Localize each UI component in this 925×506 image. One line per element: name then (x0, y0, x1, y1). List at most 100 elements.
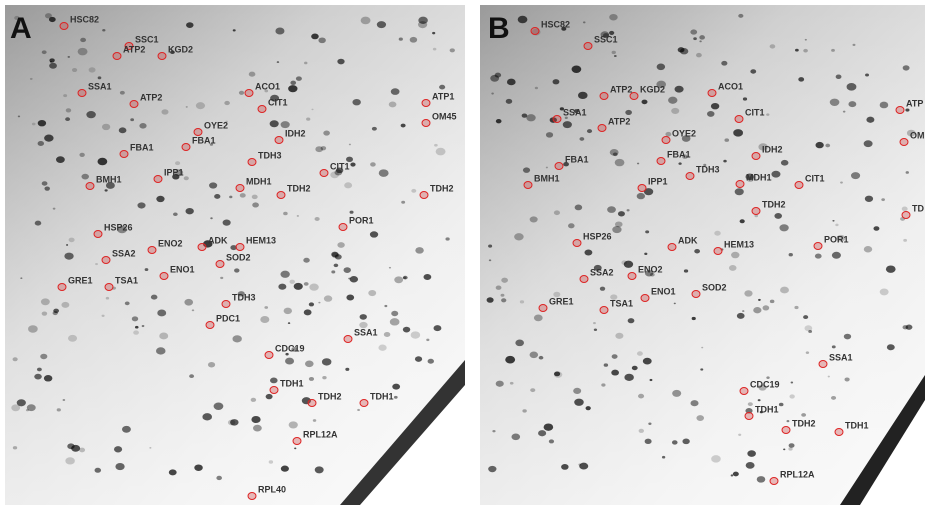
protein-label: ENO2 (158, 238, 183, 248)
spot (714, 231, 720, 236)
spot (68, 335, 77, 342)
spot (848, 101, 856, 107)
spot (64, 253, 73, 260)
spot (523, 167, 530, 173)
spot (733, 472, 739, 477)
spot (496, 286, 502, 290)
spot (490, 75, 499, 82)
spot (44, 135, 53, 142)
spot (642, 100, 648, 105)
spot (520, 300, 524, 303)
spot-marker (160, 273, 168, 280)
spot (321, 146, 326, 150)
spot-marker (902, 212, 910, 219)
spot (360, 314, 367, 320)
spot (389, 101, 397, 107)
spot-marker (78, 90, 86, 97)
spot (770, 44, 776, 48)
spot (791, 382, 794, 384)
spot (149, 447, 151, 449)
spot (535, 87, 538, 90)
spot (766, 113, 769, 116)
spot-marker (600, 307, 608, 314)
spot (288, 322, 290, 324)
spot (323, 130, 330, 135)
spot (614, 55, 617, 57)
spot (305, 360, 314, 367)
spot (35, 221, 42, 226)
protein-label: HSC82 (541, 19, 570, 29)
spot (583, 21, 586, 23)
spot (390, 318, 400, 325)
page: AHSC82SSC1ATP2KGD2SSA1ATP2ACO1CIT1ATP1OM… (0, 0, 925, 506)
spot (209, 182, 217, 188)
spot (53, 208, 56, 210)
spot (609, 14, 617, 21)
spot (184, 299, 193, 306)
spot (546, 167, 548, 169)
spot (572, 66, 582, 73)
spot (216, 476, 222, 480)
protein-label: IDH2 (762, 144, 783, 154)
spot (693, 37, 697, 40)
spot (208, 362, 215, 367)
protein-label: HSP26 (104, 222, 133, 232)
protein-label: ATP2 (123, 44, 145, 54)
spot-marker (94, 231, 102, 238)
spot (72, 68, 77, 72)
spot (260, 316, 269, 323)
spot (601, 383, 605, 386)
spot (831, 49, 835, 52)
spot-marker (120, 151, 128, 158)
spot (270, 120, 279, 127)
protein-label: ADK (678, 235, 698, 245)
spot-marker (86, 183, 94, 190)
spot (173, 212, 178, 216)
spot (699, 35, 705, 39)
spot (102, 315, 105, 317)
spot (701, 347, 703, 349)
spot (625, 110, 632, 115)
protein-label: TDH3 (232, 292, 256, 302)
protein-label: POR1 (824, 234, 849, 244)
spot-marker (584, 43, 592, 50)
spot-marker (638, 185, 646, 192)
protein-label: CIT1 (805, 173, 825, 183)
protein-label: ATP1 (432, 91, 454, 101)
spot (851, 172, 860, 179)
spot (415, 356, 422, 362)
spot (428, 359, 434, 364)
spot (662, 456, 665, 459)
spot (432, 32, 435, 34)
spot-marker (422, 120, 430, 127)
spot-marker (657, 158, 665, 165)
protein-label: SOD2 (226, 252, 251, 262)
spot (487, 297, 494, 302)
protein-label: TDH1 (370, 391, 394, 401)
spot (281, 121, 290, 128)
spot (251, 416, 260, 423)
protein-label: SSA1 (563, 107, 587, 117)
protein-label: FBA1 (130, 142, 154, 152)
protein-label: FBA1 (565, 154, 589, 164)
spot (331, 252, 338, 257)
spot (549, 439, 554, 443)
spot-marker (245, 90, 253, 97)
spot (488, 245, 492, 248)
spot (186, 106, 188, 108)
spot (707, 111, 715, 117)
spot (574, 399, 584, 406)
spot (399, 38, 403, 41)
spot (318, 37, 325, 43)
spot (674, 303, 676, 305)
spot (779, 224, 788, 231)
protein-label: TDH3 (696, 164, 720, 174)
spot (795, 49, 799, 52)
spot-marker (420, 192, 428, 199)
spot (774, 213, 782, 219)
spot-marker (770, 478, 778, 485)
spot (137, 202, 145, 208)
spot-marker (198, 244, 206, 251)
spot (151, 295, 158, 300)
spot (492, 430, 495, 432)
